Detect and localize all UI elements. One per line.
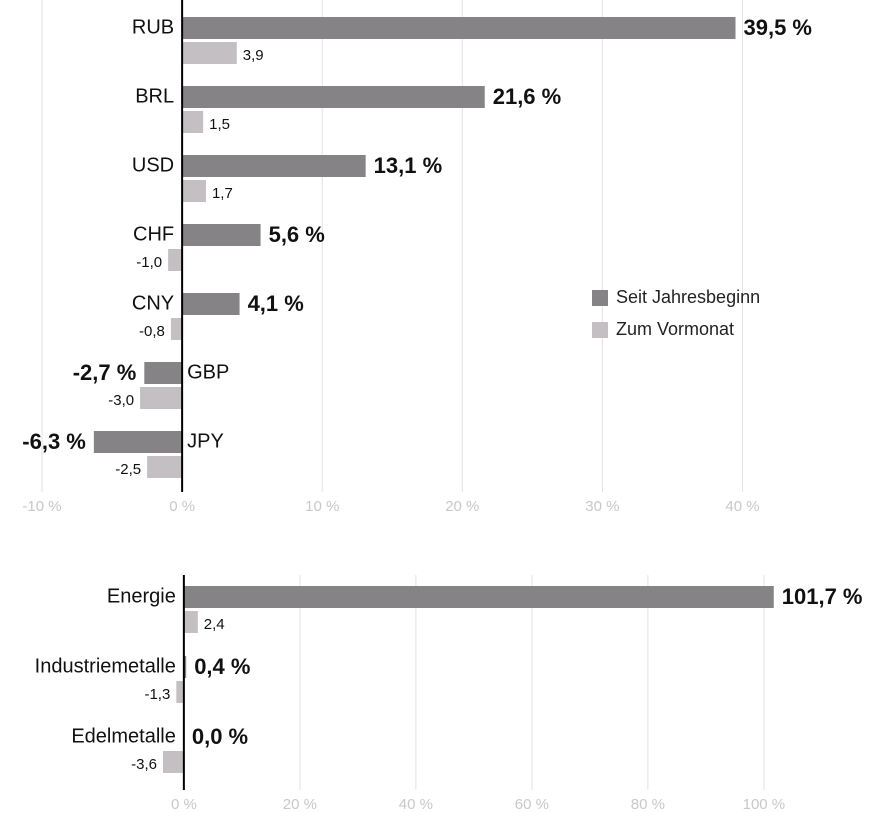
bar <box>182 224 261 246</box>
bar <box>176 681 184 703</box>
value-label: -3,6 <box>131 756 157 773</box>
bar <box>182 111 204 133</box>
value-label: 2,4 <box>204 616 225 633</box>
bar <box>168 249 183 271</box>
value-label: 4,1 % <box>248 291 304 316</box>
value-label: 13,1 % <box>374 153 443 178</box>
x-tick-label: 100 % <box>743 796 786 813</box>
value-label: -2,5 <box>115 461 141 478</box>
value-label: -1,3 <box>144 686 170 703</box>
bar <box>144 362 183 384</box>
legend-swatch <box>592 322 608 338</box>
value-label: 0,0 % <box>192 724 248 749</box>
value-label: -2,7 % <box>73 360 137 385</box>
bar <box>183 656 187 678</box>
x-tick-label: 30 % <box>585 498 619 515</box>
x-tick-label: 20 % <box>283 796 317 813</box>
x-tick-label: 0 % <box>169 498 195 515</box>
value-label: 101,7 % <box>782 584 863 609</box>
value-label: 5,6 % <box>269 222 325 247</box>
category-label: Industriemetalle <box>35 655 176 677</box>
category-label: Energie <box>107 585 176 607</box>
bar <box>147 456 183 478</box>
value-label: 3,9 <box>243 47 264 64</box>
legend-swatch <box>592 290 608 306</box>
value-label: 39,5 % <box>744 15 813 40</box>
bar <box>182 17 736 39</box>
bar <box>182 180 206 202</box>
category-label: BRL <box>135 85 174 107</box>
legend-label: Zum Vormonat <box>616 319 734 339</box>
bar <box>162 751 184 773</box>
value-label: -1,0 <box>136 254 162 271</box>
bar <box>182 42 237 64</box>
bar <box>183 611 198 633</box>
bar <box>183 586 774 608</box>
category-label: JPY <box>187 430 224 452</box>
x-tick-label: -10 % <box>22 498 61 515</box>
x-tick-label: 0 % <box>171 796 197 813</box>
category-label: USD <box>132 154 174 176</box>
bar <box>140 387 183 409</box>
x-tick-label: 20 % <box>445 498 479 515</box>
x-tick-label: 10 % <box>305 498 339 515</box>
value-label: 1,7 <box>212 185 233 202</box>
category-label: Edelmetalle <box>71 725 176 747</box>
x-tick-label: 40 % <box>399 796 433 813</box>
legend-label: Seit Jahresbeginn <box>616 287 760 307</box>
category-label: RUB <box>132 16 174 38</box>
bar <box>93 431 183 453</box>
value-label: 21,6 % <box>493 84 562 109</box>
value-label: 1,5 <box>209 116 230 133</box>
category-label: GBP <box>187 361 229 383</box>
value-label: -3,0 <box>108 392 134 409</box>
x-tick-label: 60 % <box>515 796 549 813</box>
bar <box>170 318 183 340</box>
category-label: CHF <box>133 223 174 245</box>
bar <box>182 293 240 315</box>
category-label: CNY <box>132 292 174 314</box>
x-tick-label: 80 % <box>631 796 665 813</box>
bar <box>182 86 485 108</box>
x-tick-label: 40 % <box>725 498 759 515</box>
value-label: 0,4 % <box>194 654 250 679</box>
bar <box>182 155 366 177</box>
value-label: -6,3 % <box>22 429 86 454</box>
value-label: -0,8 <box>139 323 165 340</box>
